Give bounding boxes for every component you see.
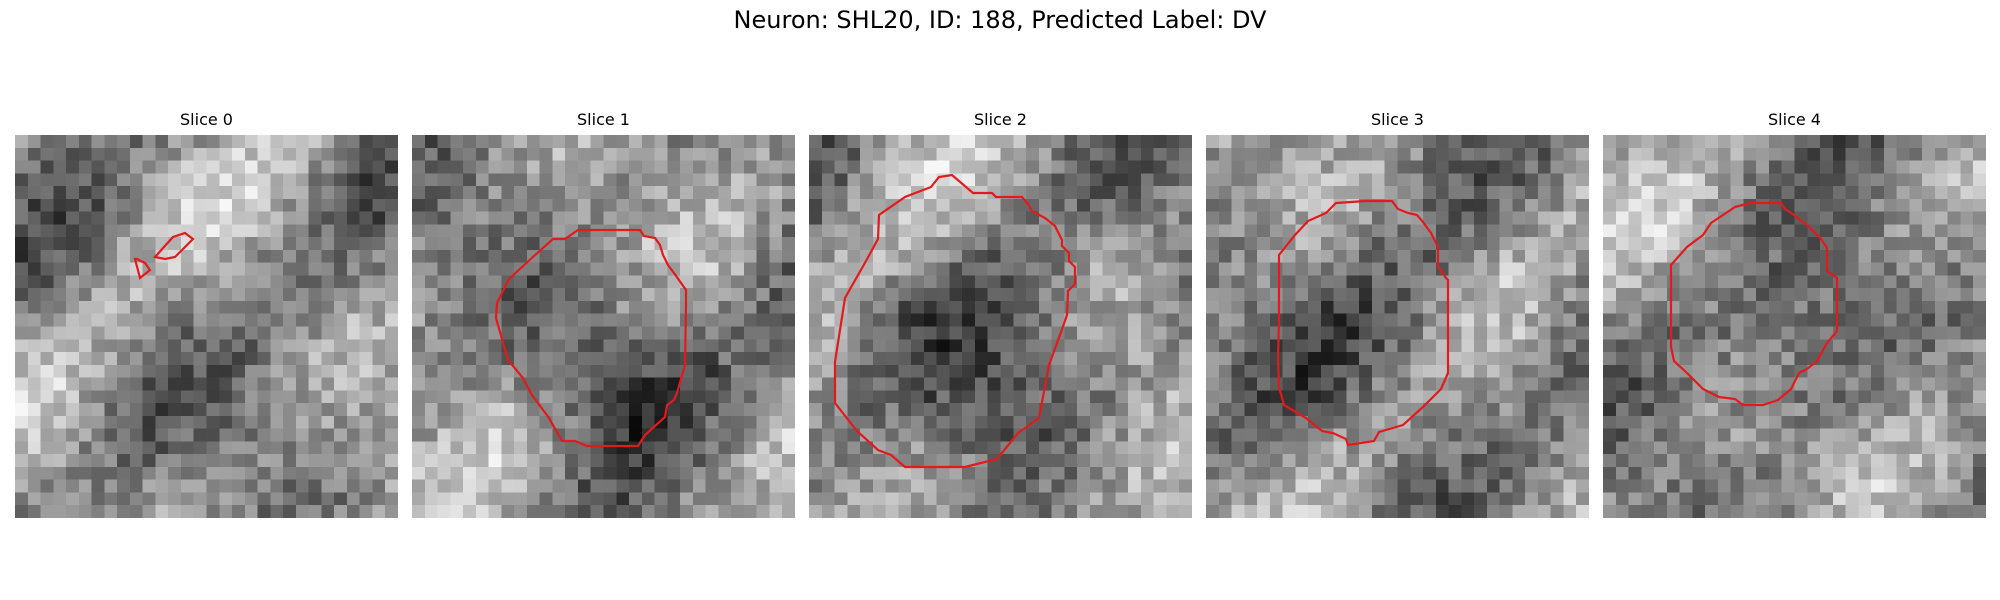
roi-contour bbox=[152, 231, 195, 261]
roi-contour-overlay bbox=[1276, 199, 1450, 447]
roi-contour bbox=[833, 173, 1077, 469]
roi-contour-overlay bbox=[494, 228, 688, 448]
slice-image bbox=[15, 135, 398, 518]
slice-image bbox=[412, 135, 795, 518]
roi-contour-overlay bbox=[833, 173, 1077, 469]
roi-contour bbox=[1669, 201, 1839, 407]
grayscale-microscopy-image bbox=[15, 135, 398, 518]
slice-panel-0: Slice 0 bbox=[15, 108, 398, 518]
slice-panel-1: Slice 1 bbox=[412, 108, 795, 518]
grayscale-microscopy-image bbox=[412, 135, 795, 518]
roi-contour-overlay bbox=[1669, 201, 1839, 407]
slice-image bbox=[809, 135, 1192, 518]
slice-title: Slice 4 bbox=[1768, 110, 1821, 129]
roi-contour bbox=[133, 257, 152, 280]
roi-contour bbox=[494, 228, 688, 448]
slice-image bbox=[1206, 135, 1589, 518]
slice-image bbox=[1603, 135, 1986, 518]
roi-contour bbox=[1276, 199, 1450, 447]
slice-title: Slice 2 bbox=[974, 110, 1027, 129]
grayscale-microscopy-image bbox=[1603, 135, 1986, 518]
slice-panel-4: Slice 4 bbox=[1603, 108, 1986, 518]
slice-title: Slice 3 bbox=[1371, 110, 1424, 129]
slice-panel-3: Slice 3 bbox=[1206, 108, 1589, 518]
roi-contour-overlay bbox=[133, 231, 195, 280]
slice-title: Slice 1 bbox=[577, 110, 630, 129]
grayscale-microscopy-image bbox=[1206, 135, 1589, 518]
slice-panel-2: Slice 2 bbox=[809, 108, 1192, 518]
figure-title: Neuron: SHL20, ID: 188, Predicted Label:… bbox=[733, 6, 1267, 34]
slice-title: Slice 0 bbox=[180, 110, 233, 129]
